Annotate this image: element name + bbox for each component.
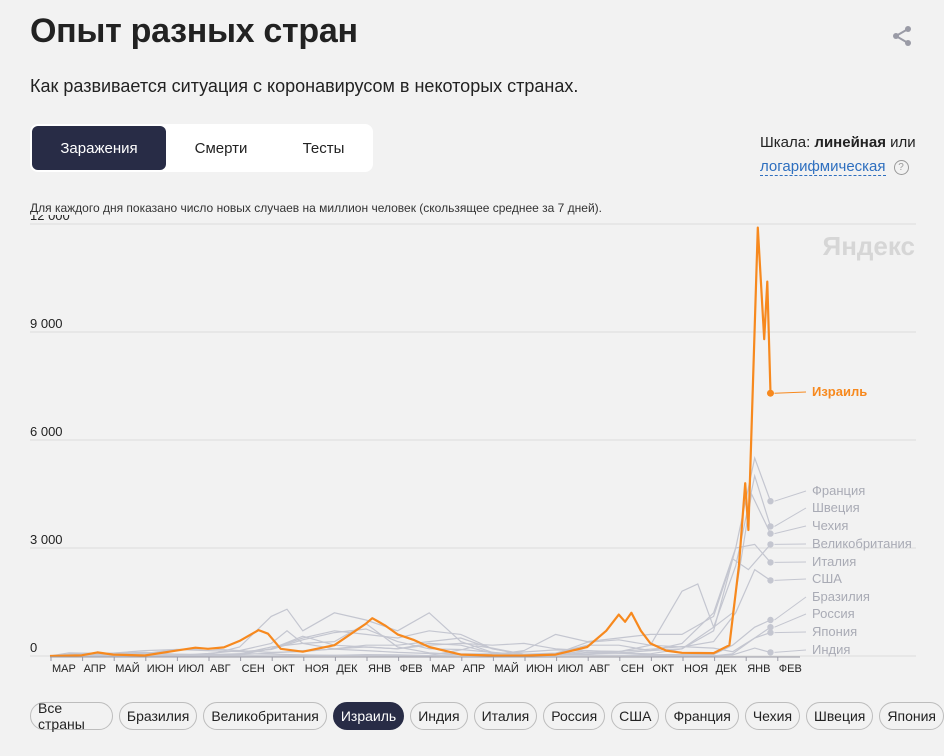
country-pill[interactable]: Франция <box>665 702 739 730</box>
series-end-marker-Япония <box>767 629 774 636</box>
x-tick-label: ЯНВ <box>368 663 391 675</box>
series-label-Израиль: Израиль <box>812 384 867 399</box>
x-tick-label: МАЙ <box>494 662 518 675</box>
x-tick-label: МАР <box>431 663 455 675</box>
x-tick-label: ДЕК <box>336 663 358 675</box>
x-tick-label: ФЕВ <box>779 663 802 675</box>
x-tick-label: ОКТ <box>652 663 674 675</box>
tab-tests[interactable]: Тесты <box>302 139 345 157</box>
series-line-Швеция <box>49 473 772 657</box>
y-tick-label: 0 <box>30 640 37 655</box>
help-icon[interactable]: ? <box>893 159 909 175</box>
page-title: Опыт разных стран <box>30 12 358 50</box>
x-tick-label: НОЯ <box>684 663 708 675</box>
tab-deaths[interactable]: Смерти <box>194 139 248 157</box>
series-end-marker-Чехия <box>767 530 774 537</box>
page-subtitle: Как развивается ситуация с коронавирусом… <box>30 76 579 96</box>
series-label-Великобритания: Великобритания <box>812 536 912 551</box>
label-leader <box>774 490 807 502</box>
x-tick-label: СЕН <box>242 663 265 675</box>
x-tick-label: ИЮН <box>526 663 553 675</box>
y-tick-label: 6 000 <box>30 424 63 439</box>
country-pill[interactable]: Россия <box>543 702 606 730</box>
country-pill[interactable]: Израиль <box>332 702 405 730</box>
label-leader <box>774 507 807 527</box>
series-line-Франция <box>49 455 772 657</box>
series-end-marker-США <box>767 577 774 584</box>
x-tick-label: ИЮЛ <box>558 663 584 675</box>
chart-note: Для каждого дня показано число новых слу… <box>30 201 602 215</box>
series-end-marker-Швеция <box>767 523 774 530</box>
cases-line-chart: Яндекс 12 000 9 000 6 000 3 000 0 Израиль Фра… <box>30 215 916 675</box>
x-tick-label: СЕН <box>621 663 644 675</box>
series-end-marker-Россия <box>767 624 774 631</box>
series-label-Индия: Индия <box>812 642 850 657</box>
series-label-Бразилия: Бразилия <box>812 589 870 604</box>
country-pill[interactable]: США <box>611 702 660 730</box>
series-line-Израиль <box>49 226 772 658</box>
label-leader <box>774 578 807 581</box>
x-tick-label: АПР <box>84 663 106 675</box>
series-label-Япония: Япония <box>812 624 857 639</box>
x-tick-label: АПР <box>463 663 485 675</box>
y-tick-label: 3 000 <box>30 532 63 547</box>
metric-tabs: Заражения Смерти Тесты <box>30 124 373 172</box>
country-pill[interactable]: Индия <box>410 702 468 730</box>
x-tick-label: АВГ <box>210 663 231 675</box>
label-leader <box>774 631 807 634</box>
series-label-Россия: Россия <box>812 606 855 621</box>
x-tick-label: МАЙ <box>115 662 139 675</box>
country-pill[interactable]: Япония <box>879 702 944 730</box>
yandex-watermark: Яндекс <box>823 231 916 261</box>
series-end-marker-Бразилия <box>767 616 774 624</box>
country-pill[interactable]: Италия <box>473 702 538 730</box>
country-pill[interactable]: Бразилия <box>118 702 198 730</box>
label-leader <box>774 391 807 394</box>
series-label-Италия: Италия <box>812 554 856 569</box>
x-tick-label: ИЮЛ <box>178 663 204 675</box>
series-line-США <box>49 568 771 657</box>
series-line-Индия <box>49 645 771 657</box>
series-label-США: США <box>812 571 842 586</box>
country-pill[interactable]: Великобритания <box>203 702 327 730</box>
share-icon[interactable] <box>890 24 914 48</box>
label-leader <box>774 525 807 535</box>
x-tick-label: ФЕВ <box>400 663 423 675</box>
series-line-Чехия <box>49 492 772 657</box>
series-label-Швеция: Швеция <box>812 500 860 515</box>
y-tick-label: 12 000 <box>30 215 70 223</box>
x-tick-label: МАР <box>52 663 76 675</box>
y-tick-label: 9 000 <box>30 316 63 331</box>
scale-or: или <box>890 134 916 151</box>
scale-log-link[interactable]: логарифмическая <box>760 158 886 176</box>
x-tick-label: ИЮН <box>147 663 174 675</box>
country-pill[interactable]: Швеция <box>806 702 874 730</box>
x-tick-label: НОЯ <box>305 663 329 675</box>
series-end-marker-Индия <box>767 649 774 656</box>
series-end-marker-Великобритания <box>767 541 774 548</box>
scale-prefix: Шкала: <box>760 134 811 151</box>
series-line-Россия <box>49 626 771 657</box>
x-tick-label: ОКТ <box>273 663 295 675</box>
series-end-marker-Италия <box>767 559 774 566</box>
series-label-Франция: Франция <box>812 483 865 498</box>
label-leader <box>774 596 807 621</box>
series-end-marker-Франция <box>767 498 774 505</box>
label-leader <box>774 649 807 653</box>
scale-switcher: Шкала: линейная или логарифмическая? <box>760 131 916 179</box>
scale-linear-option[interactable]: линейная <box>814 134 886 151</box>
country-filter: Все страны Бразилия Великобритания Израиль И… <box>30 700 944 732</box>
x-tick-label: АВГ <box>589 663 610 675</box>
x-tick-label: ЯНВ <box>747 663 770 675</box>
x-tick-label: ДЕК <box>716 663 738 675</box>
tab-infections[interactable]: Заражения <box>32 126 166 170</box>
series-end-marker-Израиль <box>766 389 774 397</box>
label-leader <box>774 613 807 628</box>
country-pill[interactable]: Чехия <box>744 702 801 730</box>
country-pill[interactable]: Все страны <box>30 700 113 732</box>
series-label-Чехия: Чехия <box>812 518 848 533</box>
